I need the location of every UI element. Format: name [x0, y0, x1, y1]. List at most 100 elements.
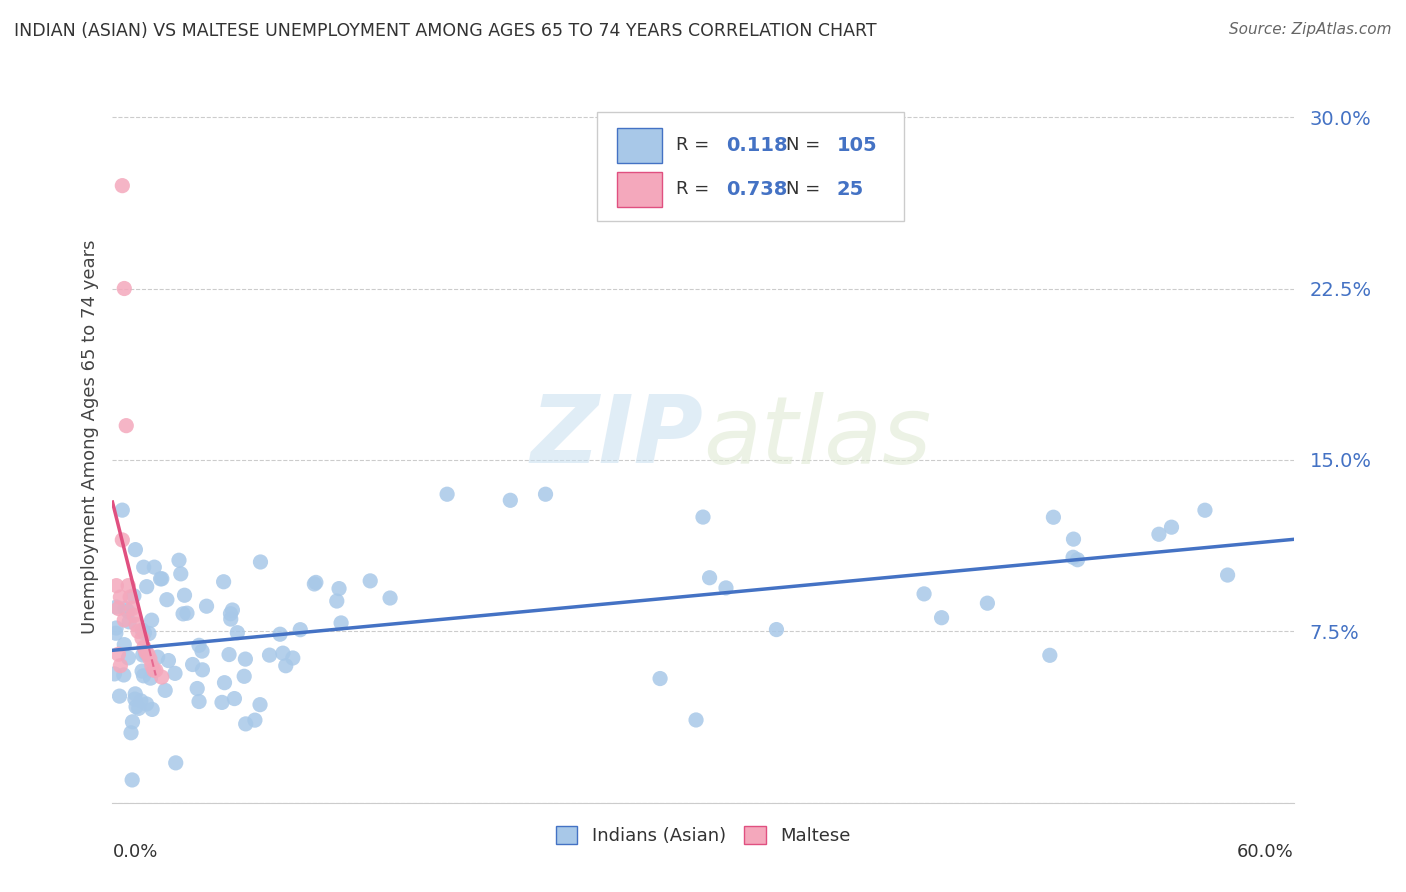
Point — [121, 772, 143, 787]
Point — [274, 658, 297, 673]
Point — [219, 612, 242, 626]
Point — [132, 648, 155, 662]
Point — [131, 664, 153, 678]
Point — [105, 621, 128, 635]
Point — [138, 626, 160, 640]
Point — [212, 574, 235, 589]
Point — [121, 601, 143, 615]
Point — [1063, 532, 1085, 546]
Point — [195, 599, 218, 614]
Bar — [617, 128, 662, 163]
Point — [685, 713, 707, 727]
Point — [120, 726, 142, 740]
Point — [125, 617, 148, 632]
Point — [129, 694, 152, 708]
Point — [112, 281, 135, 295]
Text: N =: N = — [786, 180, 825, 198]
Point — [499, 493, 522, 508]
Text: INDIAN (ASIAN) VS MALTESE UNEMPLOYMENT AMONG AGES 65 TO 74 YEARS CORRELATION CHA: INDIAN (ASIAN) VS MALTESE UNEMPLOYMENT A… — [14, 22, 877, 40]
Bar — [617, 171, 662, 207]
Point — [131, 623, 153, 637]
Point — [112, 668, 135, 682]
Text: R =: R = — [676, 136, 714, 154]
Point — [436, 487, 458, 501]
Point — [224, 691, 246, 706]
Point — [105, 579, 128, 593]
Text: 60.0%: 60.0% — [1237, 843, 1294, 861]
Point — [167, 553, 190, 567]
Point — [117, 579, 139, 593]
Text: 0.118: 0.118 — [727, 136, 789, 154]
Point — [120, 590, 142, 604]
Point — [103, 666, 125, 681]
Point — [233, 669, 256, 683]
Point — [359, 574, 381, 588]
Point — [127, 624, 149, 639]
Point — [145, 663, 167, 677]
Point — [648, 672, 671, 686]
Point — [105, 600, 128, 615]
Point — [1147, 527, 1170, 541]
Point — [107, 601, 129, 615]
Point — [108, 689, 131, 703]
Point — [281, 651, 304, 665]
Point — [115, 418, 138, 433]
Point — [181, 657, 204, 672]
Text: 105: 105 — [837, 136, 877, 154]
Point — [118, 615, 141, 629]
Point — [112, 613, 135, 627]
Text: N =: N = — [786, 136, 825, 154]
Point — [714, 581, 737, 595]
Point — [699, 571, 721, 585]
Point — [271, 646, 294, 660]
Point — [765, 623, 787, 637]
Point — [141, 658, 163, 673]
Point — [188, 638, 211, 652]
Point — [122, 589, 145, 603]
Point — [150, 572, 173, 586]
Text: atlas: atlas — [703, 392, 931, 483]
Point — [176, 606, 198, 620]
Point — [172, 607, 194, 621]
Point — [235, 717, 257, 731]
Point — [132, 560, 155, 574]
Point — [146, 650, 169, 665]
Point — [534, 487, 557, 501]
Point — [211, 695, 233, 709]
Point — [128, 701, 150, 715]
Point — [163, 666, 186, 681]
Point — [269, 627, 291, 641]
Y-axis label: Unemployment Among Ages 65 to 74 years: Unemployment Among Ages 65 to 74 years — [80, 240, 98, 634]
Point — [692, 510, 714, 524]
Point — [107, 647, 129, 661]
Point — [124, 542, 146, 557]
Point — [243, 713, 266, 727]
Point — [156, 592, 179, 607]
Point — [149, 572, 172, 586]
Point — [173, 588, 195, 602]
Point — [104, 626, 127, 640]
Point — [1042, 510, 1064, 524]
Point — [290, 623, 312, 637]
FancyBboxPatch shape — [596, 112, 904, 221]
Point — [328, 582, 350, 596]
Point — [378, 591, 401, 605]
Point — [141, 613, 163, 627]
Point — [249, 698, 271, 712]
Text: ZIP: ZIP — [530, 391, 703, 483]
Legend: Indians (Asian), Maltese: Indians (Asian), Maltese — [548, 819, 858, 852]
Point — [114, 601, 136, 615]
Point — [912, 587, 935, 601]
Point — [326, 594, 349, 608]
Point — [142, 663, 165, 677]
Point — [1062, 550, 1084, 565]
Point — [117, 651, 139, 665]
Point — [931, 610, 953, 624]
Point — [136, 647, 159, 661]
Point — [191, 644, 214, 658]
Point — [214, 675, 236, 690]
Point — [134, 625, 156, 640]
Point — [188, 694, 211, 708]
Point — [111, 503, 134, 517]
Point — [219, 607, 242, 621]
